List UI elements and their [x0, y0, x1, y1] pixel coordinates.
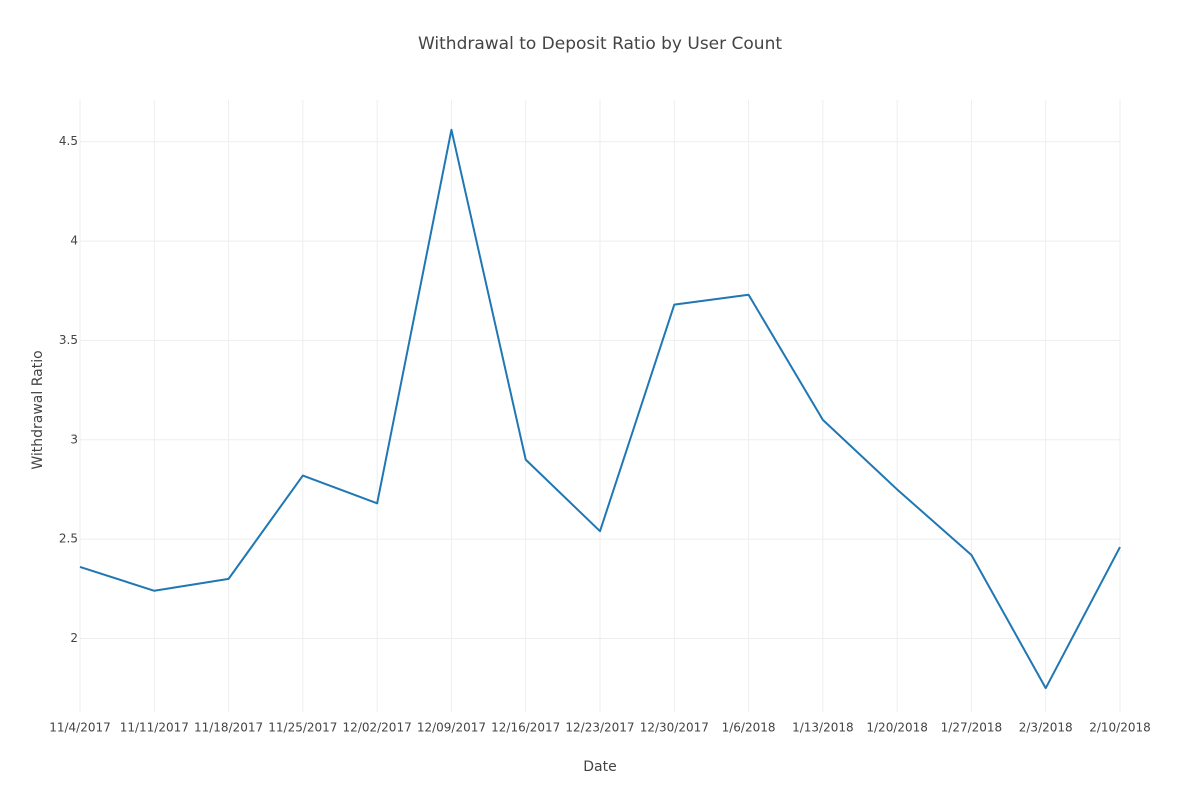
- x-tick-label: 11/25/2017: [268, 721, 337, 735]
- x-tick-label: 1/27/2018: [941, 721, 1003, 735]
- x-tick-label: 11/4/2017: [49, 721, 111, 735]
- y-tick-label: 2.5: [59, 532, 78, 546]
- y-tick-label: 3.5: [59, 333, 78, 347]
- x-tick-label: 11/18/2017: [194, 721, 263, 735]
- chart-title: Withdrawal to Deposit Ratio by User Coun…: [418, 34, 782, 54]
- y-tick-label: 3: [70, 432, 78, 446]
- x-tick-label: 1/13/2018: [792, 721, 854, 735]
- x-tick-label: 2/3/2018: [1019, 721, 1073, 735]
- x-tick-label: 2/10/2018: [1089, 721, 1151, 735]
- x-tick-label: 12/16/2017: [491, 721, 560, 735]
- x-tick-label: 1/20/2018: [866, 721, 928, 735]
- x-tick-label: 12/23/2017: [565, 721, 634, 735]
- y-axis-title: Withdrawal Ratio: [30, 350, 46, 469]
- y-tick-label: 2: [70, 631, 78, 645]
- data-line: [79, 128, 1121, 690]
- x-tick-label: 12/30/2017: [640, 721, 709, 735]
- x-tick-label: 11/11/2017: [120, 721, 189, 735]
- y-tick-label: 4: [70, 234, 78, 248]
- x-tick-label: 1/6/2018: [722, 721, 776, 735]
- x-tick-label: 12/02/2017: [343, 721, 412, 735]
- y-tick-label: 4.5: [59, 134, 78, 148]
- x-axis-title: Date: [583, 759, 616, 775]
- x-tick-label: 12/09/2017: [417, 721, 486, 735]
